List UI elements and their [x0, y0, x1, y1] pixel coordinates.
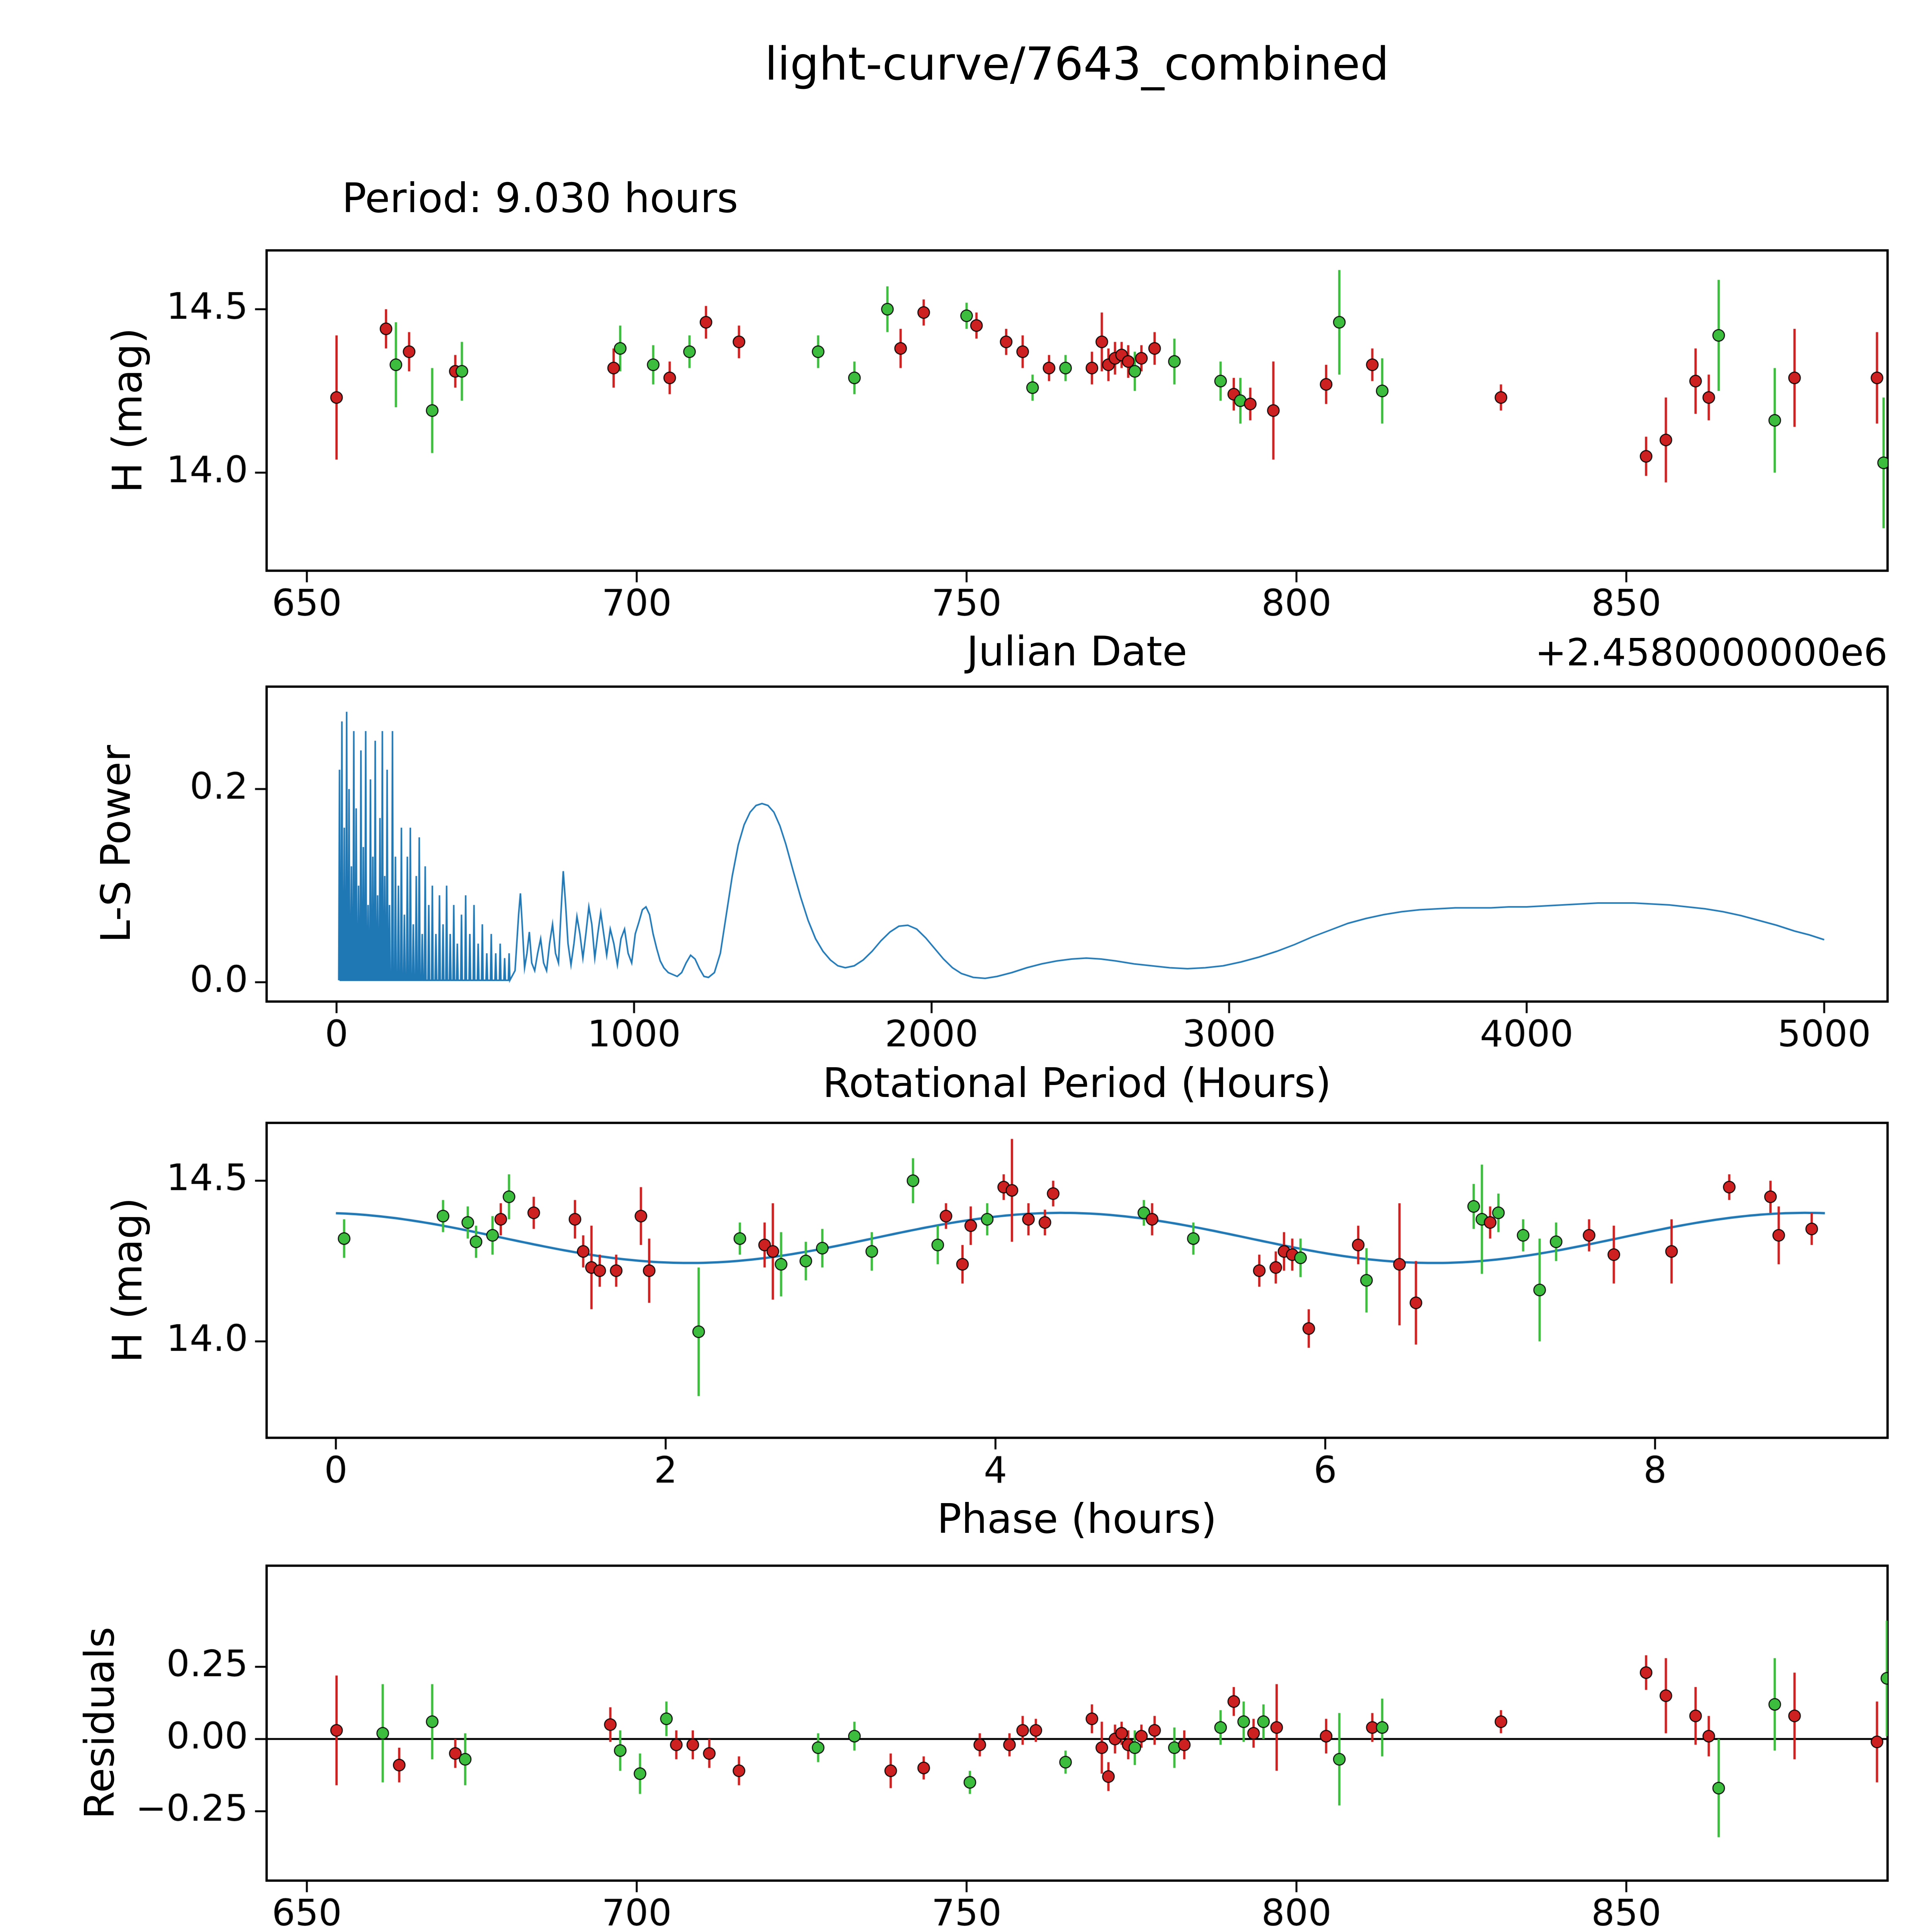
axis-offset-text-top: +2.4580000000e6: [1535, 631, 1888, 674]
ylabel-h-mag-top: H (mag): [104, 328, 151, 493]
period-annotation: Period: 9.030 hours: [342, 175, 738, 222]
figure-title: light-curve/7643_combined: [765, 37, 1389, 90]
ylabel-ls-power: L-S Power: [92, 745, 139, 943]
xlabel-rotational-period: Rotational Period (Hours): [822, 1060, 1332, 1107]
xlabel-julian-date-top: Julian Date: [966, 628, 1187, 675]
xlabel-phase-hours: Phase (hours): [937, 1495, 1217, 1543]
ylabel-residuals: Residuals: [76, 1626, 123, 1820]
ylabel-h-mag-phase: H (mag): [104, 1197, 151, 1363]
